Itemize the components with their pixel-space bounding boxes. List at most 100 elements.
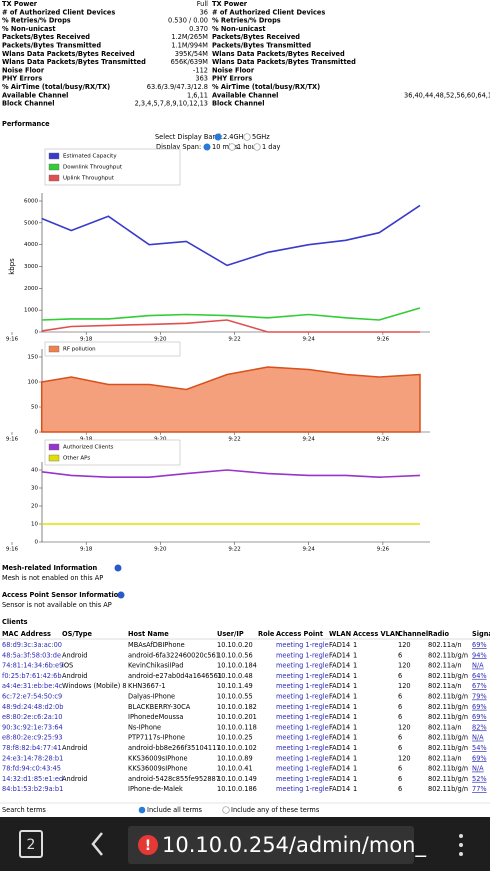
table-cell[interactable]: e8:80:2e:c6:2a:10	[2, 713, 62, 721]
table-cell: 1	[353, 641, 357, 649]
table-cell[interactable]: 74:81:14:34:6b:e9	[2, 662, 63, 670]
table-cell[interactable]: meeting 1-regle	[276, 734, 329, 742]
span-option[interactable]: 10 mins	[212, 143, 239, 151]
radio-selected[interactable]	[138, 806, 146, 814]
table-cell: 6	[398, 651, 402, 659]
table-cell[interactable]: 69%	[472, 754, 487, 762]
table-cell: android-e27ab0d4a1646561	[128, 672, 222, 680]
span-option[interactable]: 1 day	[262, 143, 281, 151]
table-cell: Windows (Mobile) 8	[62, 682, 127, 690]
table-cell[interactable]: 54%	[472, 744, 487, 752]
stat-label: Wlans Data Packets/Bytes Transmitted	[2, 58, 146, 66]
table-cell: KKS36009sIPhone	[128, 765, 188, 773]
table-cell[interactable]: N/A	[472, 734, 484, 742]
table-cell[interactable]: 78:fd:94:c0:43:45	[2, 765, 61, 773]
x-tick-label: 9:22	[228, 547, 240, 553]
y-axis-label: kbps	[8, 258, 16, 275]
tabs-button[interactable]	[19, 830, 43, 858]
search-option[interactable]: Include any of these terms	[231, 806, 320, 814]
table-cell[interactable]: meeting 1-regle	[276, 651, 329, 659]
menu-dot[interactable]	[459, 852, 463, 856]
table-cell: 1	[353, 775, 357, 783]
table-cell[interactable]: 69%	[472, 713, 487, 721]
table-cell: android-5428c855fe952887	[128, 775, 220, 783]
table-cell[interactable]: 52%	[472, 775, 487, 783]
radio[interactable]	[228, 143, 236, 151]
stat-label: TX Power	[2, 0, 38, 8]
table-cell[interactable]: meeting 1-regle	[276, 775, 329, 783]
table-cell: Ns-IPhone	[128, 723, 161, 731]
table-cell: FAD14	[329, 754, 350, 762]
x-tick-label: 9:20	[154, 337, 167, 343]
table-cell[interactable]: N/A	[472, 662, 484, 670]
table-cell[interactable]: meeting 1-regle	[276, 785, 329, 793]
table-cell[interactable]: 69%	[472, 641, 487, 649]
table-cell[interactable]: 14:32:d1:85:e1:ed	[2, 775, 63, 783]
table-cell[interactable]: 84:b1:53:b2:9a:b1	[2, 785, 63, 793]
table-cell[interactable]: 48:9d:24:48:d2:0b	[2, 703, 63, 711]
y-tick-label: 30	[31, 486, 38, 492]
legend-swatch	[48, 454, 60, 462]
table-cell[interactable]: meeting 1-regle	[276, 641, 329, 649]
stat-label: # of Authorized Client Devices	[212, 8, 325, 16]
radio[interactable]	[253, 143, 261, 151]
table-cell: PTP7117s-IPhone	[128, 734, 185, 742]
span-option[interactable]: 1 hour	[237, 143, 259, 151]
table-cell[interactable]: meeting 1-regle	[276, 723, 329, 731]
table-cell[interactable]: 6c:72:e7:54:50:c9	[2, 693, 62, 701]
table-cell[interactable]: 90:3c:92:1e:73:64	[2, 723, 63, 731]
table-cell[interactable]: f0:25:b7:61:42:6b	[2, 672, 62, 680]
table-cell[interactable]: 64%	[472, 672, 487, 680]
table-cell[interactable]: e8:80:2e:c9:25:93	[2, 734, 63, 742]
info-icon[interactable]	[114, 564, 122, 572]
band-option[interactable]: 2.4GHz	[223, 133, 248, 141]
table-cell[interactable]: 78:f8:82:b4:77:41	[2, 744, 62, 752]
info-icon[interactable]	[117, 591, 125, 599]
table-cell: BLACKBERRY-30CA	[128, 703, 191, 711]
table-cell: 1	[353, 744, 357, 752]
stat-label: % Retries/% Drops	[212, 17, 281, 25]
table-cell[interactable]: meeting 1-regle	[276, 662, 329, 670]
table-cell: 1	[353, 734, 357, 742]
table-cell: Android	[62, 775, 88, 783]
table-cell[interactable]: 68:d9:3c:3a:ac:00	[2, 641, 62, 649]
stat-label: Available Channel	[212, 91, 278, 99]
band-option[interactable]: 5GHz	[252, 133, 270, 141]
table-cell[interactable]: 79%	[472, 693, 487, 701]
table-cell: FAD14	[329, 672, 350, 680]
table-cell[interactable]: 67%	[472, 682, 487, 690]
radio-selected[interactable]	[203, 143, 211, 151]
table-cell[interactable]: 77%	[472, 785, 487, 793]
stat-label: Noise Floor	[2, 66, 45, 74]
table-cell: 120	[398, 641, 411, 649]
radio[interactable]	[222, 806, 230, 814]
table-cell[interactable]: meeting 1-regle	[276, 682, 329, 690]
table-cell[interactable]: 69%	[472, 703, 487, 711]
legend-label: Authorized Clients	[63, 445, 113, 451]
table-cell[interactable]: meeting 1-regle	[276, 693, 329, 701]
radio-selected[interactable]	[214, 133, 222, 141]
table-cell[interactable]: meeting 1-regle	[276, 765, 329, 773]
search-option[interactable]: Include all terms	[147, 806, 203, 814]
tab-count: 2	[27, 837, 36, 853]
table-cell[interactable]: meeting 1-regle	[276, 754, 329, 762]
table-cell[interactable]: a4:4e:31:eb:be:4c	[2, 682, 63, 690]
table-cell[interactable]: meeting 1-regle	[276, 744, 329, 752]
radio[interactable]	[243, 133, 251, 141]
table-cell[interactable]: 94%	[472, 651, 487, 659]
back-button[interactable]	[91, 832, 103, 856]
url-field[interactable]	[128, 826, 414, 864]
menu-dot[interactable]	[459, 834, 463, 838]
menu-dot[interactable]	[459, 843, 463, 847]
table-cell[interactable]: meeting 1-regle	[276, 672, 329, 680]
table-cell[interactable]: meeting 1-regle	[276, 713, 329, 721]
table-cell[interactable]: N/A	[472, 765, 484, 773]
table-cell[interactable]: 24:e3:14:78:28:b1	[2, 754, 63, 762]
table-cell[interactable]: meeting 1-regle	[276, 703, 329, 711]
table-cell: 1	[353, 662, 357, 670]
x-tick-label: 9:16	[6, 547, 19, 553]
table-cell: 1	[353, 672, 357, 680]
table-cell[interactable]: 48:5a:3f:58:03:de	[2, 651, 61, 659]
table-cell[interactable]: 82%	[472, 723, 487, 731]
